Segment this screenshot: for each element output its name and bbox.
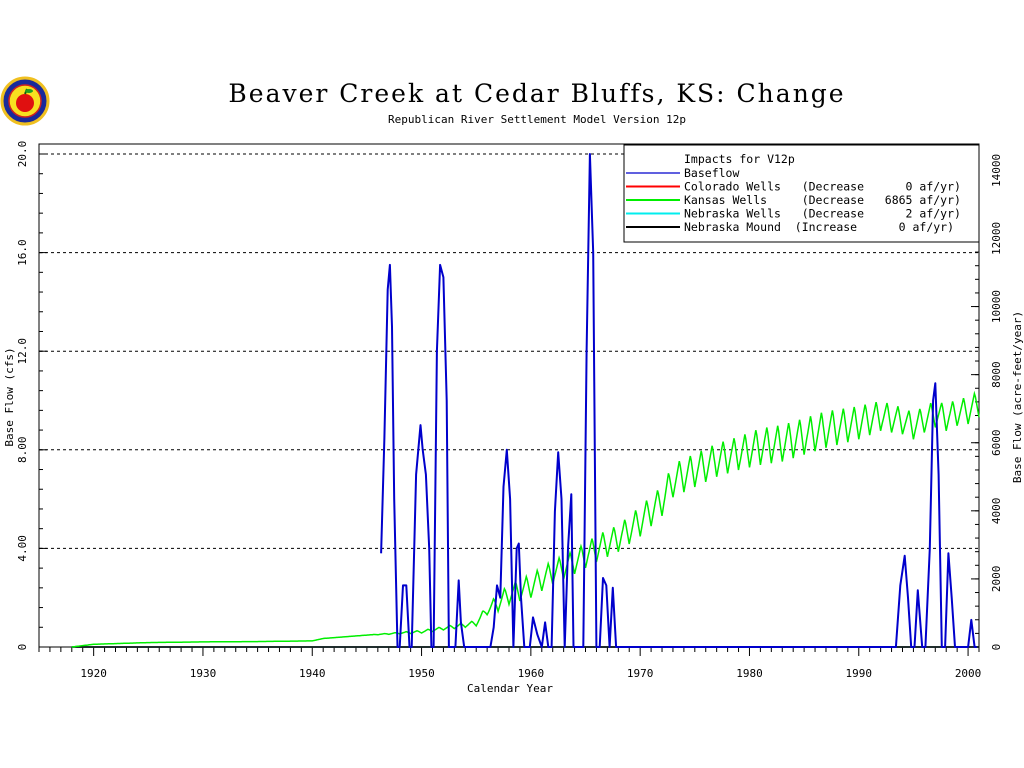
x-tick-label: 2000 xyxy=(955,667,982,680)
y-right-tick-label: 6000 xyxy=(990,429,1003,456)
y-axis-left-label: Base Flow (cfs) xyxy=(3,347,16,446)
y-left-tick-label: 16.0 xyxy=(16,239,29,266)
legend-entry-3: Nebraska Wells (Decrease 2 af/yr) xyxy=(684,207,961,221)
chart-title: Beaver Creek at Cedar Bluffs, KS: Change xyxy=(228,79,845,108)
series-kansas-wells xyxy=(71,390,980,648)
x-axis-label: Calendar Year xyxy=(467,682,553,695)
chart-subtitle: Republican River Settlement Model Versio… xyxy=(388,113,686,126)
x-tick-label: 1920 xyxy=(80,667,107,680)
legend-entry-1: Colorado Wells (Decrease 0 af/yr) xyxy=(684,180,961,194)
legend-box xyxy=(623,144,980,243)
y-left-tick-label: 8.00 xyxy=(16,437,29,464)
y-left-tick-label: 12.0 xyxy=(16,338,29,365)
grid-lines xyxy=(39,153,979,549)
y-axis-right: 0 2000 4000 6000 8000 10000 12000 14000 xyxy=(971,154,1003,650)
x-tick-label: 1960 xyxy=(518,667,545,680)
y-left-tick-label: 0 xyxy=(16,644,29,651)
y-right-tick-label: 12000 xyxy=(990,222,1003,255)
x-tick-label: 1940 xyxy=(299,667,326,680)
y-right-tick-label: 0 xyxy=(990,644,1003,651)
y-right-tick-label: 4000 xyxy=(990,498,1003,524)
legend-entry-2: Kansas Wells (Decrease 6865 af/yr) xyxy=(684,193,961,207)
y-right-tick-label: 10000 xyxy=(990,290,1003,323)
x-tick-label: 1930 xyxy=(190,667,217,680)
legend-entry-0: Baseflow xyxy=(684,166,739,180)
series-layer xyxy=(71,153,980,648)
x-tick-label: 1980 xyxy=(736,667,763,680)
y-left-tick-label: 4.00 xyxy=(16,535,29,562)
x-tick-label: 1970 xyxy=(627,667,654,680)
x-axis: 1920 1930 1940 1950 1960 1970 1980 1990 2000 xyxy=(38,647,982,680)
y-left-tick-label: 20.0 xyxy=(16,141,29,168)
y-axis-right-label: Base Flow (acre-feet/year) xyxy=(1011,311,1024,483)
legend-title: Impacts for V12p xyxy=(684,152,795,166)
x-tick-label: 1990 xyxy=(846,667,873,680)
seal-logo-icon xyxy=(0,76,50,126)
y-right-tick-label: 2000 xyxy=(990,566,1003,593)
x-tick-label: 1950 xyxy=(408,667,435,680)
y-right-tick-label: 14000 xyxy=(990,154,1003,187)
y-axis-left: 0 4.00 8.00 12.0 16.0 20.0 xyxy=(16,141,47,651)
legend-entry-4: Nebraska Mound (Increase 0 af/yr) xyxy=(684,220,954,234)
series-baseflow xyxy=(380,153,977,648)
y-right-tick-label: 8000 xyxy=(990,361,1003,388)
